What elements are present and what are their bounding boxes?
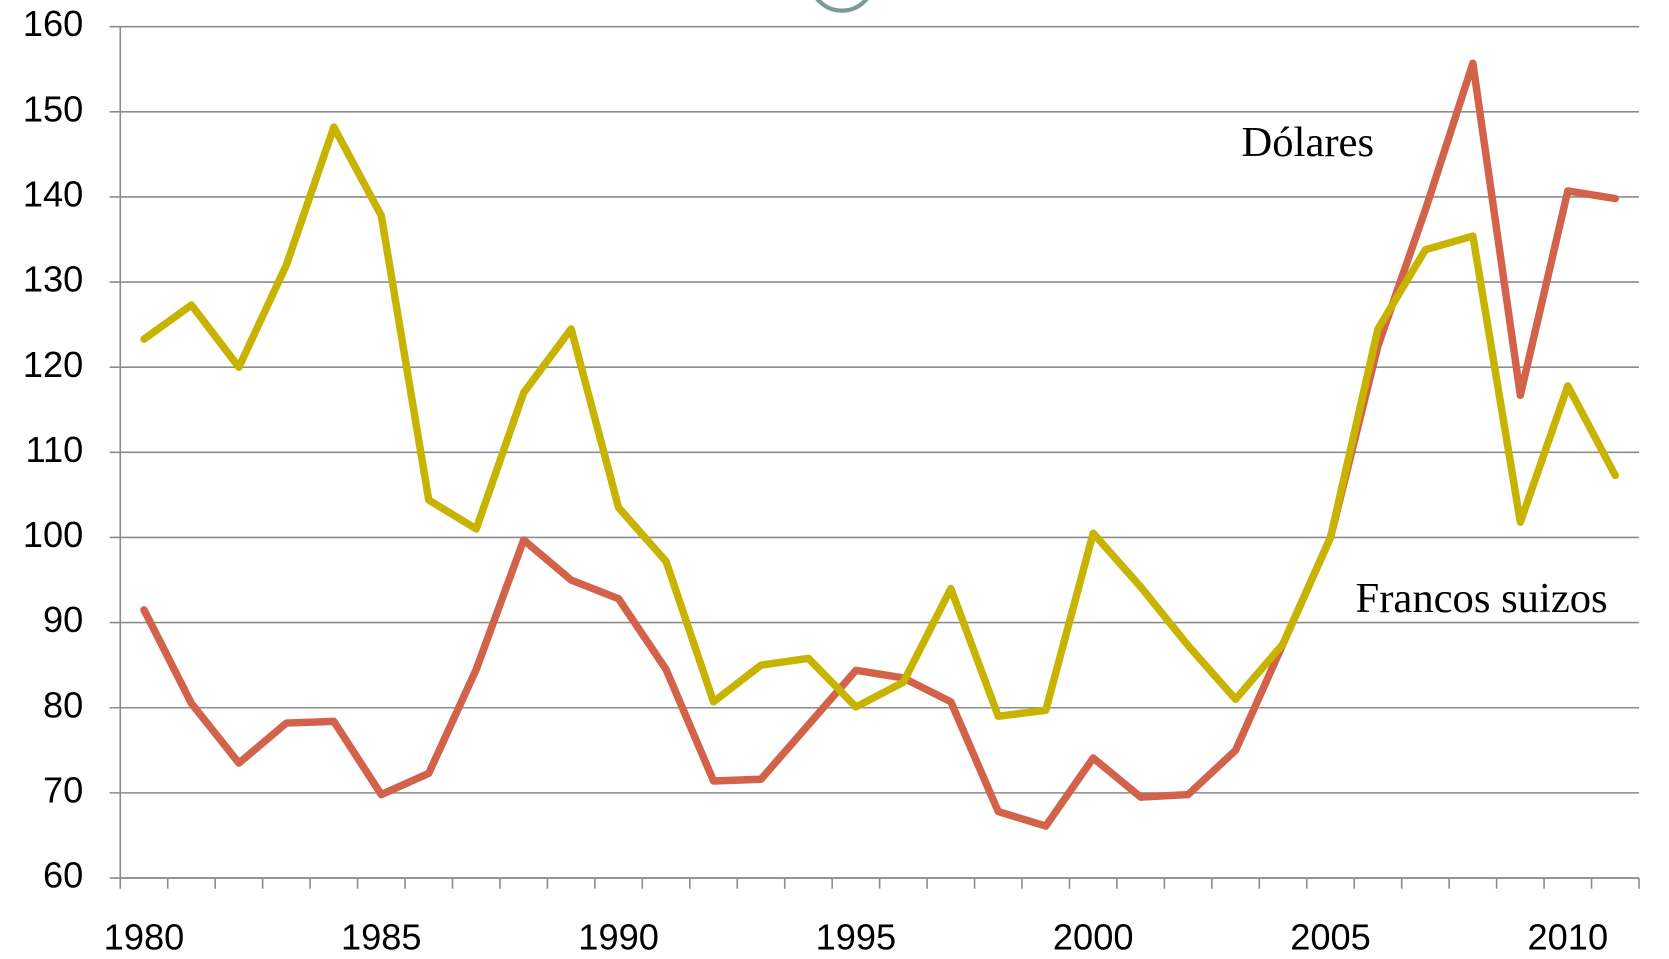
y-tick-label: 100 xyxy=(23,514,83,555)
y-tick-label: 120 xyxy=(23,344,83,385)
y-tick-label: 150 xyxy=(23,88,83,129)
y-tick-label: 80 xyxy=(43,684,83,725)
series-line xyxy=(140,123,1619,720)
y-tick-label: 130 xyxy=(23,259,83,300)
y-tick-label: 110 xyxy=(26,429,84,470)
x-tick-label: 1995 xyxy=(816,916,897,957)
x-tick-label: 2010 xyxy=(1528,916,1609,957)
y-tick-label: 90 xyxy=(43,599,83,640)
series-label: Dólares xyxy=(1242,119,1375,166)
x-tick-label: 1985 xyxy=(341,916,422,957)
x-tick-label: 1990 xyxy=(578,916,659,957)
series-label: Francos suizos xyxy=(1356,575,1608,622)
y-tick-label: 60 xyxy=(43,855,83,896)
y-tick-label: 160 xyxy=(23,3,83,44)
x-tick-label: 2005 xyxy=(1290,916,1371,957)
decoration xyxy=(815,0,869,13)
y-tick-label: 70 xyxy=(43,769,83,810)
y-tick-label: 140 xyxy=(23,173,83,214)
x-tick-label: 2000 xyxy=(1053,916,1134,957)
x-tick-label: 1980 xyxy=(104,916,185,957)
